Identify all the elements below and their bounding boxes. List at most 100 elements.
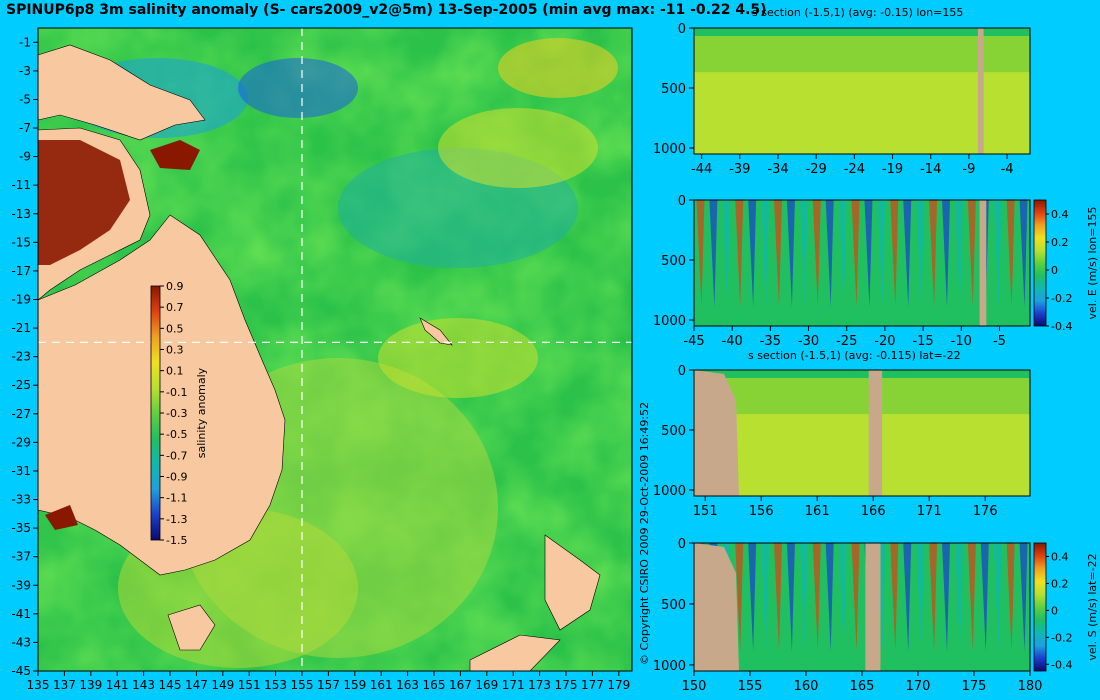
section-x-tick-label: -20 — [874, 334, 895, 349]
section-jet — [761, 200, 770, 308]
section-colorbar-tick-label: -0.2 — [1051, 292, 1072, 305]
section-x-tick-label: 165 — [850, 679, 875, 694]
section-x-tick-label: 170 — [906, 679, 931, 694]
map-x-tick-label: 139 — [79, 678, 102, 692]
section-jet — [993, 543, 1002, 652]
section-x-tick-label: -10 — [951, 334, 972, 349]
section-panel: -45 -40 -35 -30 -25 -20 -15 -10 -5 0 500 1000 0.4 0.2… — [653, 194, 1099, 349]
map-frame — [37, 27, 633, 672]
section-land-column — [977, 28, 984, 154]
section-x-tick-label: 176 — [973, 504, 998, 519]
section-x-tick-label: -15 — [912, 334, 933, 349]
map-x-tick-label: 157 — [317, 678, 340, 692]
section-jet — [696, 200, 705, 308]
papua-land — [37, 44, 206, 141]
map-x-tick-label: 155 — [291, 678, 314, 692]
section-jet — [954, 543, 963, 652]
map-colorbar-tick-label: -0.5 — [166, 428, 187, 441]
map-y-tick-label: -15 — [11, 235, 31, 249]
section-colorbar-tick-label: 0.4 — [1051, 208, 1069, 221]
section-x-tick-label: -29 — [806, 162, 827, 177]
section-jet — [761, 543, 770, 652]
map-colorbar-tick-label: 0.9 — [166, 280, 184, 293]
salinity-map: 135 137 139 141 143 145 147 149 151 153 155 157 159 1… — [11, 27, 633, 692]
map-colorbar-tick-label: -0.7 — [166, 449, 187, 462]
section-y-tick-label: 500 — [661, 424, 686, 439]
section-jet — [748, 200, 757, 308]
map-patch — [378, 318, 538, 398]
map-y-tick-label: -33 — [11, 493, 31, 507]
section-jet — [942, 200, 950, 308]
new-caledonia-land — [419, 317, 453, 346]
section-x-tick-label: -45 — [683, 334, 704, 349]
section-jet — [942, 543, 950, 652]
map-x-tick-label: 163 — [396, 678, 419, 692]
section-land-column — [868, 370, 883, 496]
section-y-tick-label: 0 — [678, 537, 686, 552]
map-y-tick-label: -31 — [11, 464, 31, 478]
gulf-high-salinity — [38, 140, 130, 265]
section-jet — [1019, 543, 1028, 652]
section-x-tick-label: -34 — [767, 162, 788, 177]
map-y-tick-label: -11 — [11, 178, 31, 192]
section-y-tick-label: 500 — [661, 598, 686, 613]
section-jet — [1006, 200, 1015, 308]
section-y-tick-label: 1000 — [653, 659, 686, 674]
section-jet — [799, 543, 808, 652]
section-x-tick-label: -35 — [760, 334, 781, 349]
section-jet — [929, 543, 938, 652]
map-patch — [438, 108, 598, 188]
map-x-tick-label: 175 — [555, 678, 578, 692]
section-jet — [825, 200, 834, 308]
section-colorbar-tick-label: 0 — [1051, 264, 1058, 277]
map-x-tick-label: 169 — [475, 678, 498, 692]
section-y-tick-label: 500 — [661, 254, 686, 269]
section-top-layer — [694, 28, 1030, 36]
section-jet — [851, 200, 860, 308]
section-frame — [693, 27, 1031, 155]
map-x-tick-label: 135 — [27, 678, 50, 692]
map-patch — [498, 38, 618, 98]
map-colorbar-tick-label: -1.3 — [166, 513, 187, 526]
section-colorbar-label: vel. E (m/s) lon=155 — [1086, 207, 1099, 320]
map-x-tick-label: 151 — [238, 678, 261, 692]
section-panel: -44 -39 -34 -29 -24 -19 -14 -9 -4 0 500 1000 — [653, 22, 1031, 177]
section-x-tick-label: -25 — [836, 334, 857, 349]
section-panel: 151 156 161 166 171 176 0 500 1000 — [653, 364, 1031, 519]
map-colorbar-tick-label: -1.5 — [166, 534, 187, 547]
map-colorbar-tick-label: -1.1 — [166, 492, 187, 505]
section-jet — [967, 200, 976, 308]
section-jet — [851, 543, 860, 652]
section-x-tick-label: 166 — [861, 504, 886, 519]
map-y-tick-label: -23 — [11, 350, 31, 364]
tasmania-land — [167, 604, 216, 651]
map-y-tick-label: -25 — [11, 378, 31, 392]
section-jet — [916, 543, 925, 652]
section-colorbar-label: vel. S (m/s) lat=-22 — [1086, 553, 1099, 660]
section-jet — [786, 543, 795, 652]
section-jet — [903, 200, 912, 308]
map-y-tick-label: -19 — [11, 292, 31, 306]
map-x-tick-label: 143 — [132, 678, 155, 692]
map-y-tick-label: -41 — [11, 607, 31, 621]
map-y-tick-label: -13 — [11, 207, 31, 221]
section-jet — [722, 200, 731, 308]
section-jet — [799, 200, 808, 308]
map-colorbar-tick-label: 0.3 — [166, 344, 184, 357]
map-x-tick-label: 161 — [370, 678, 393, 692]
section-jet — [735, 543, 744, 652]
section-panel: 150 155 160 165 170 175 180 0 500 1000 0.4 0.2 0 -0.2… — [653, 537, 1099, 694]
map-colorbar-tick-label: -0.1 — [166, 386, 187, 399]
map-y-tick-label: -37 — [11, 550, 31, 564]
map-colorbar — [150, 285, 161, 541]
coral-sea-high-salinity — [150, 140, 200, 170]
section-x-tick-label: -40 — [722, 334, 743, 349]
map-y-tick-label: -35 — [11, 521, 31, 535]
section-x-tick-label: -4 — [1001, 162, 1014, 177]
section-jet — [980, 543, 989, 652]
section-colorbar-tick-label: 0.2 — [1051, 577, 1069, 590]
map-x-tick-label: 145 — [159, 678, 182, 692]
section-colorbar-tick-label: 0.4 — [1051, 550, 1069, 563]
section-jet — [825, 543, 834, 652]
